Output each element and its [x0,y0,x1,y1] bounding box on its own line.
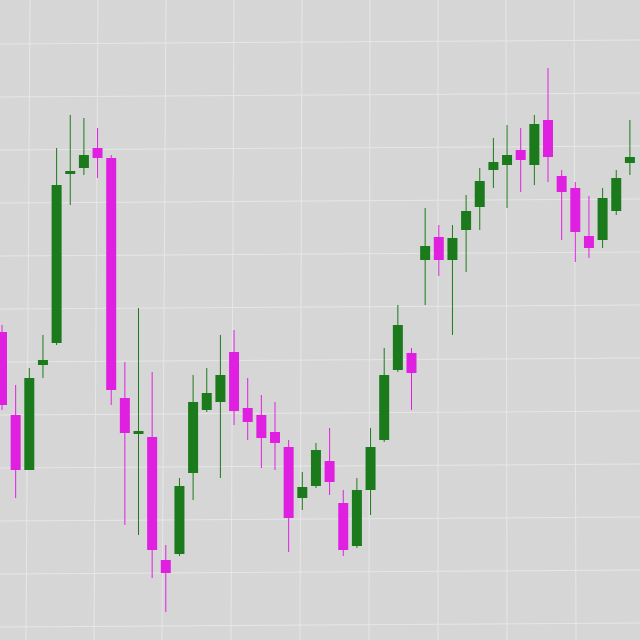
grid-line [573,0,577,640]
candle-body [474,181,485,207]
candle-body [242,408,253,422]
grid-line [230,0,235,640]
candle-body [461,211,472,230]
grid-line [505,0,508,640]
candle-body [611,178,622,211]
grid-line [0,622,640,628]
candle-body [624,157,635,163]
candle-body [92,148,103,158]
grid-line [25,0,31,640]
candle-body [188,402,199,473]
candle-body [556,176,567,192]
candle-body [338,503,349,550]
candle-body [201,393,212,410]
candle-body [420,246,431,260]
candle-body [133,431,144,434]
candle-body [147,437,158,550]
grid-line [161,0,167,640]
candle-body [215,375,226,402]
candle-body [160,560,171,573]
candle-body [529,124,540,165]
candle-body [392,325,403,370]
grid-line [0,410,640,416]
candle-body [324,461,335,482]
grid-line [93,0,99,640]
candle-body [10,415,21,470]
grid-line [299,0,303,640]
candle-body [543,120,553,157]
candle-body [37,360,48,365]
candle-body [406,353,417,373]
candle-body [106,158,117,390]
candle-body [65,171,76,174]
candle-body [256,415,267,438]
candle-body [515,150,526,160]
candle-body [379,375,390,440]
candle-body [24,378,35,470]
grid-line [0,92,640,98]
candle-body [570,188,581,232]
candle-body [597,198,608,240]
candle-body [283,447,294,518]
grid-line [0,569,640,575]
candle-body [119,398,130,433]
candle-body [174,486,185,554]
grid-line [368,0,371,640]
candle-body [365,447,376,490]
candle-body [583,236,594,248]
candle-body [447,238,458,260]
candle-body [78,155,89,168]
candle-body [51,185,62,343]
candle-body [0,332,7,405]
candle-body [433,237,444,260]
candle-body [502,155,513,165]
grid-line [0,39,640,45]
candle-body [229,352,240,411]
candle-body [270,432,280,443]
candle-body [310,450,321,486]
candle-body [488,162,499,170]
candle-body [351,490,362,546]
grid-line [0,516,640,522]
candle-body [297,487,308,498]
